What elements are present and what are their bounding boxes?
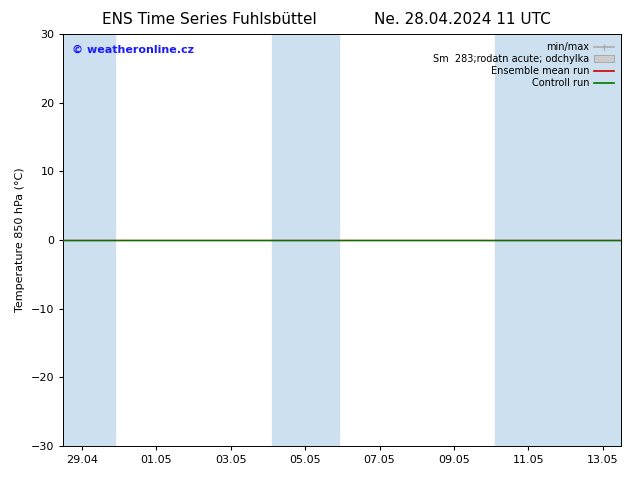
Bar [272, 34, 339, 446]
Bar [495, 34, 621, 446]
Legend: min/max, Sm  283;rodatn acute; odchylka, Ensemble mean run, Controll run: min/max, Sm 283;rodatn acute; odchylka, … [430, 39, 616, 91]
Text: Ne. 28.04.2024 11 UTC: Ne. 28.04.2024 11 UTC [375, 12, 551, 27]
Y-axis label: Temperature 850 hPa (°C): Temperature 850 hPa (°C) [15, 168, 25, 313]
Text: © weatheronline.cz: © weatheronline.cz [72, 45, 194, 54]
Bar [63, 34, 115, 446]
Text: ENS Time Series Fuhlsbüttel: ENS Time Series Fuhlsbüttel [102, 12, 316, 27]
